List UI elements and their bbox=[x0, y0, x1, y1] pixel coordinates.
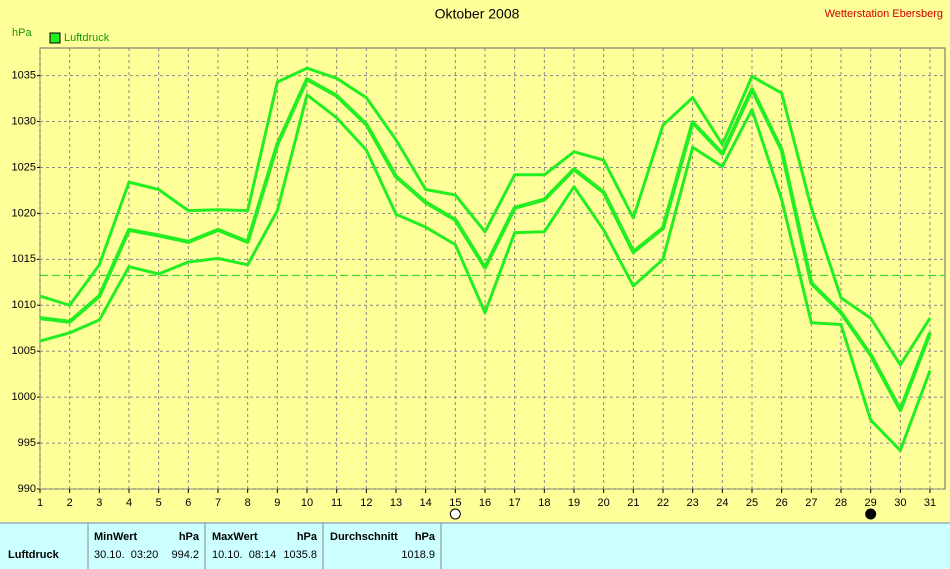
x-tick-label: 30 bbox=[894, 497, 906, 509]
x-tick-label: 4 bbox=[126, 497, 132, 509]
x-tick-label: 29 bbox=[865, 497, 877, 509]
column-unit: hPa bbox=[415, 531, 436, 543]
column-unit: hPa bbox=[179, 531, 200, 543]
x-tick-label: 6 bbox=[185, 497, 191, 509]
x-tick-label: 8 bbox=[245, 497, 251, 509]
x-tick-label: 5 bbox=[156, 497, 162, 509]
x-tick-label: 19 bbox=[568, 497, 580, 509]
cell: 1035.8 bbox=[283, 549, 317, 561]
cell: 10.10. 08:14 bbox=[212, 549, 276, 561]
series-line bbox=[39, 93, 932, 452]
x-tick-label: 7 bbox=[215, 497, 221, 509]
y-tick-label: 995 bbox=[18, 437, 36, 449]
x-tick-label: 24 bbox=[716, 497, 728, 509]
series-line bbox=[39, 66, 932, 367]
x-tick-label: 28 bbox=[835, 497, 847, 509]
chart-title: Oktober 2008 bbox=[435, 6, 520, 22]
y-tick-label: 1015 bbox=[12, 253, 36, 265]
x-tick-label: 12 bbox=[360, 497, 372, 509]
x-tick-label: 18 bbox=[538, 497, 550, 509]
legend-swatch bbox=[49, 32, 61, 44]
station-name: Wetterstation Ebersberg bbox=[825, 8, 943, 20]
x-tick-label: 3 bbox=[96, 497, 102, 509]
cell: 1018.9 bbox=[401, 549, 435, 561]
cell: 994.2 bbox=[171, 549, 199, 561]
x-tick-label: 27 bbox=[805, 497, 817, 509]
x-tick-label: 21 bbox=[627, 497, 639, 509]
x-tick-label: 15 bbox=[449, 497, 461, 509]
x-tick-label: 16 bbox=[479, 497, 491, 509]
x-tick-label: 26 bbox=[776, 497, 788, 509]
x-tick-label: 25 bbox=[746, 497, 758, 509]
legend-label: Luftdruck bbox=[64, 32, 110, 44]
x-tick-label: 1 bbox=[37, 497, 43, 509]
full-moon bbox=[449, 508, 461, 520]
x-tick-label: 11 bbox=[331, 497, 342, 509]
y-tick-label: 1000 bbox=[12, 391, 36, 403]
new-moon bbox=[865, 508, 877, 520]
x-tick-label: 31 bbox=[924, 497, 936, 509]
x-tick-label: 13 bbox=[390, 497, 402, 509]
y-tick-label: 1030 bbox=[12, 115, 36, 127]
y-tick-label: 1020 bbox=[12, 207, 36, 219]
column-unit: hPa bbox=[297, 531, 318, 543]
column-header: MaxWert bbox=[212, 531, 258, 543]
x-tick-label: 9 bbox=[274, 497, 280, 509]
y-tick-label: 1010 bbox=[12, 299, 36, 311]
y-tick-label: 1025 bbox=[12, 161, 36, 173]
x-tick-label: 17 bbox=[509, 497, 521, 509]
y-tick-label: 1035 bbox=[12, 69, 36, 81]
y-unit: hPa bbox=[12, 27, 32, 39]
cell: 30.10. 03:20 bbox=[94, 549, 158, 561]
x-tick-label: 10 bbox=[301, 497, 313, 509]
x-tick-label: 2 bbox=[67, 497, 73, 509]
column-header: Durchschnitt bbox=[330, 531, 398, 543]
y-tick-label: 990 bbox=[18, 483, 36, 495]
series-line bbox=[39, 77, 932, 412]
x-tick-label: 20 bbox=[598, 497, 610, 509]
table-background bbox=[0, 522, 950, 569]
x-tick-label: 22 bbox=[657, 497, 669, 509]
y-tick-label: 1005 bbox=[12, 345, 36, 357]
x-tick-label: 23 bbox=[687, 497, 699, 509]
row-label: Luftdruck bbox=[8, 549, 60, 561]
x-tick-label: 14 bbox=[420, 497, 432, 509]
column-header: MinWert bbox=[94, 531, 138, 543]
